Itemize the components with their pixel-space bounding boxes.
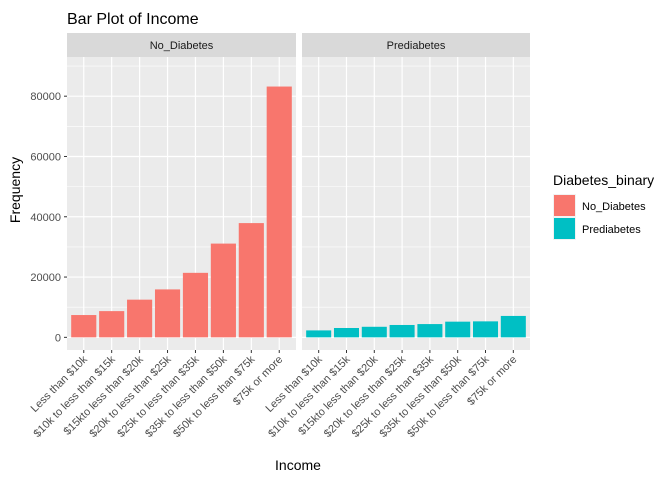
bar-no-diabetes-5	[210, 243, 236, 338]
facet-strip	[302, 33, 530, 57]
facet-strip-label: Prediabetes	[387, 40, 446, 52]
y-axis: 0 20000 40000 60000 80000	[30, 91, 67, 344]
x-tick-label: $75k or more	[465, 354, 519, 408]
facet-strip-label: No_Diabetes	[150, 40, 214, 52]
bar-no-diabetes-4	[182, 272, 209, 338]
x-axis: Less than $10k$10k to less than $15k$15k…	[29, 350, 519, 440]
bar-no-diabetes-2	[127, 299, 153, 338]
bar-prediabetes-6	[473, 321, 499, 338]
facet-panel-prediabetes: Prediabetes	[302, 33, 530, 350]
legend: Diabetes_binary No_Diabetes Prediabetes	[553, 172, 654, 240]
legend-title: Diabetes_binary	[553, 172, 654, 188]
facet-panel-no-diabetes: No_Diabetes	[67, 33, 296, 350]
legend-key-swatch	[554, 195, 575, 216]
legend-key-swatch	[554, 218, 575, 239]
y-tick-label: 80000	[30, 91, 61, 103]
facet-panels: No_Diabetes Prediabetes	[67, 33, 530, 350]
panel-background	[302, 57, 530, 350]
bar-prediabetes-4	[417, 324, 443, 338]
y-tick-label: 20000	[30, 272, 61, 284]
bar-prediabetes-5	[445, 321, 471, 338]
bar-prediabetes-2	[361, 326, 387, 338]
facet-strip	[67, 33, 296, 57]
y-axis-label: Frequency	[7, 157, 23, 223]
chart-title: Bar Plot of Income	[67, 11, 199, 28]
bar-no-diabetes-7	[266, 86, 292, 338]
bar-no-diabetes-1	[99, 311, 125, 338]
x-axis-label: Income	[275, 457, 321, 473]
y-tick-label: 60000	[30, 151, 61, 163]
bar-prediabetes-1	[333, 327, 359, 338]
bar-no-diabetes-6	[238, 223, 264, 338]
y-tick-label: 40000	[30, 212, 61, 224]
bar-prediabetes-0	[306, 330, 332, 338]
bar-prediabetes-7	[500, 315, 526, 338]
bar-no-diabetes-3	[154, 289, 181, 338]
y-tick-label: 0	[55, 332, 61, 344]
bar-prediabetes-3	[389, 324, 415, 338]
bar-no-diabetes-0	[71, 315, 97, 338]
legend-label: Prediabetes	[582, 224, 641, 236]
legend-label: No_Diabetes	[582, 201, 646, 213]
